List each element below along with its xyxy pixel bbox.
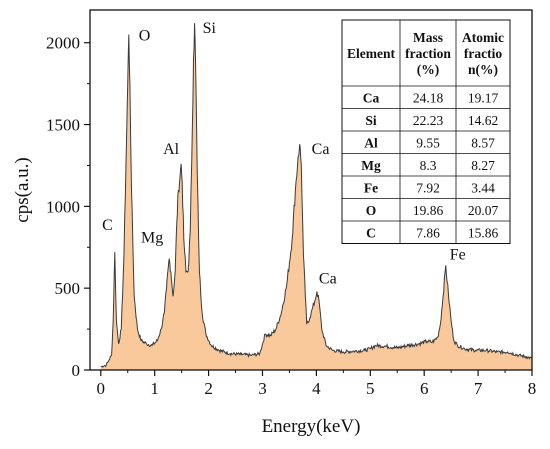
peak-label-fe: Fe [450,246,466,263]
x-tick-label: 1 [150,379,159,398]
table-header-cell: fraction [405,46,451,61]
table-value-cell: 8.57 [471,135,495,150]
x-tick-label: 3 [258,379,267,398]
table-value-cell: 19.17 [468,90,499,105]
table-value-cell: 3.44 [471,180,495,195]
peak-label-o: O [139,28,151,45]
peak-label-ca: Ca [319,270,337,287]
spectrum-line [100,23,533,368]
x-tick-label: 6 [420,379,429,398]
table-value-cell: 9.55 [416,135,440,150]
table-element-cell: Ca [363,90,380,105]
table-element-cell: Al [364,135,378,150]
x-tick-label: 7 [474,379,483,398]
x-tick-label: 8 [528,379,537,398]
table-element-cell: Si [365,113,377,128]
spectrum-layer [100,23,533,371]
table-value-cell: 22.23 [413,113,444,128]
table-element-cell: C [366,225,376,240]
y-tick-label: 1000 [46,197,80,216]
x-axis-title: Energy(keV) [262,416,361,437]
table-element-cell: O [366,203,377,218]
y-tick-label: 0 [72,361,81,380]
table-value-cell: 7.86 [416,225,440,240]
table-header-cell: fractio [464,46,502,61]
table-element-cell: Fe [364,180,378,195]
spectrum-fill [100,23,532,371]
peak-label-si: Si [203,20,217,37]
table-value-cell: 7.92 [416,180,440,195]
x-axis: 0 1 2 3 4 5 6 7 8 [97,370,537,398]
table-value-cell: 14.62 [468,113,498,128]
x-tick-label: 2 [204,379,213,398]
table-header-cell: Atomic [462,30,504,45]
table-element-cell: Mg [361,158,381,173]
peak-label-c: C [102,217,113,234]
table-value-cell: 19.86 [413,203,444,218]
peak-label-al: Al [163,141,180,158]
table-header-cell: n(%) [468,62,498,77]
y-tick-label: 2000 [46,34,80,53]
plot-frame [89,9,533,371]
table-header-cell: Element [347,46,395,61]
table-header-cell: Mass [413,30,443,45]
peak-label-ca: Ca [312,141,330,158]
peak-label-mg: Mg [141,230,163,247]
y-axis-title: cps(a.u.) [12,157,33,222]
x-tick-label: 0 [97,379,106,398]
table-value-cell: 8.27 [471,158,495,173]
table-value-cell: 24.18 [413,90,444,105]
y-axis: 0 500 1000 1500 2000 [46,34,90,380]
table-header-cell: (%) [417,62,440,77]
x-tick-label: 4 [312,379,321,398]
x-tick-label: 5 [366,379,375,398]
y-tick-label: 1500 [46,116,80,135]
composition-table: ElementMassfraction(%)Atomicfraction(%)C… [341,19,511,244]
table-value-cell: 15.86 [468,225,499,240]
table-value-cell: 20.07 [468,203,499,218]
table-value-cell: 8.3 [420,158,437,173]
table-frame [341,19,511,244]
y-tick-label: 500 [55,279,81,298]
